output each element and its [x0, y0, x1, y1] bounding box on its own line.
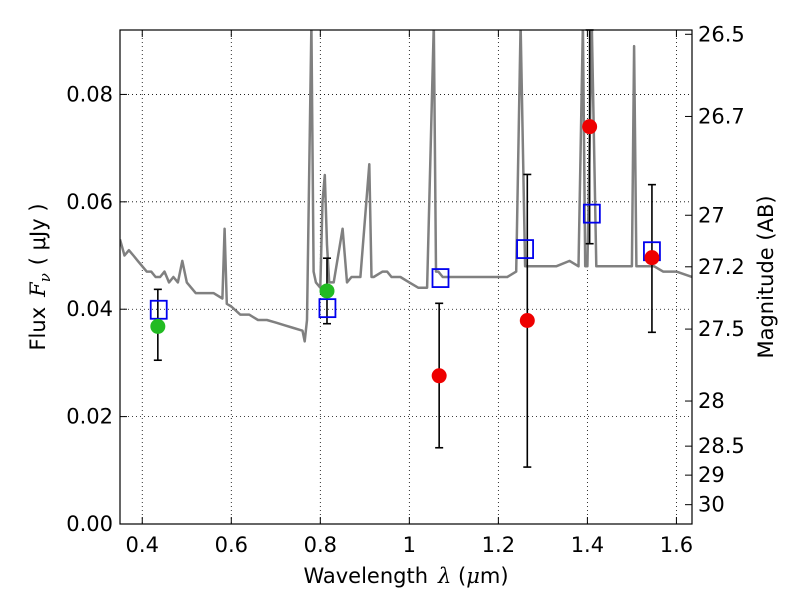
red-data-point: [519, 312, 535, 328]
model-photometry-box: [516, 239, 534, 259]
model-photometry-box: [149, 299, 168, 320]
y-tick-label: 0.00: [66, 512, 113, 536]
markers: [149, 119, 661, 384]
ticks: 0.4 0.6 0.8 1 1.2 1.4 1.6 0.00 0.02 0.04 0.06 0.08 2…: [66, 22, 745, 557]
red-data-point: [582, 119, 598, 135]
y-tick-label: 0.06: [66, 190, 113, 214]
y-tick-label: 0.04: [66, 297, 113, 321]
model-photometry-box: [582, 203, 601, 224]
green-data-point: [319, 283, 335, 299]
x-tick-label: 1: [403, 533, 416, 557]
model-photometry-box: [318, 298, 337, 319]
y-axis-label: FluxFν( μJy ): [26, 203, 54, 350]
model-spectrum-line: [120, 30, 692, 343]
x-tick-label: 1.6: [660, 533, 693, 557]
red-data-point: [644, 250, 660, 266]
y2-tick-label: 27.2: [698, 255, 745, 279]
grid: [120, 30, 692, 525]
x-tick-label: 0.6: [215, 533, 248, 557]
x-tick-label: 1.2: [482, 533, 515, 557]
plot-area: [120, 30, 692, 343]
y2-tick-label: 26.7: [698, 104, 745, 128]
y2-tick-label: 27.5: [698, 317, 745, 341]
x-tick-label: 0.4: [126, 533, 159, 557]
y2-tick-label: 28: [698, 389, 725, 413]
green-data-point: [150, 318, 166, 334]
model-photometry-box: [431, 268, 450, 288]
x-tick-label: 1.4: [571, 533, 604, 557]
y-tick-label: 0.02: [66, 405, 113, 429]
y2-axis-label: Magnitude (AB): [754, 195, 778, 358]
y2-tick-label: 27: [698, 203, 725, 227]
x-tick-label: 0.8: [304, 533, 337, 557]
y2-tick-label: 28.5: [698, 434, 745, 458]
x-axis-label: Wavelength λ (μm): [303, 564, 508, 588]
y2-tick-label: 30: [698, 493, 725, 517]
plot-frame: [119, 29, 693, 525]
y2-tick-label: 26.5: [698, 22, 745, 46]
y-tick-label: 0.08: [66, 82, 113, 106]
red-data-point: [431, 368, 447, 384]
y2-tick-label: 29: [698, 463, 725, 487]
